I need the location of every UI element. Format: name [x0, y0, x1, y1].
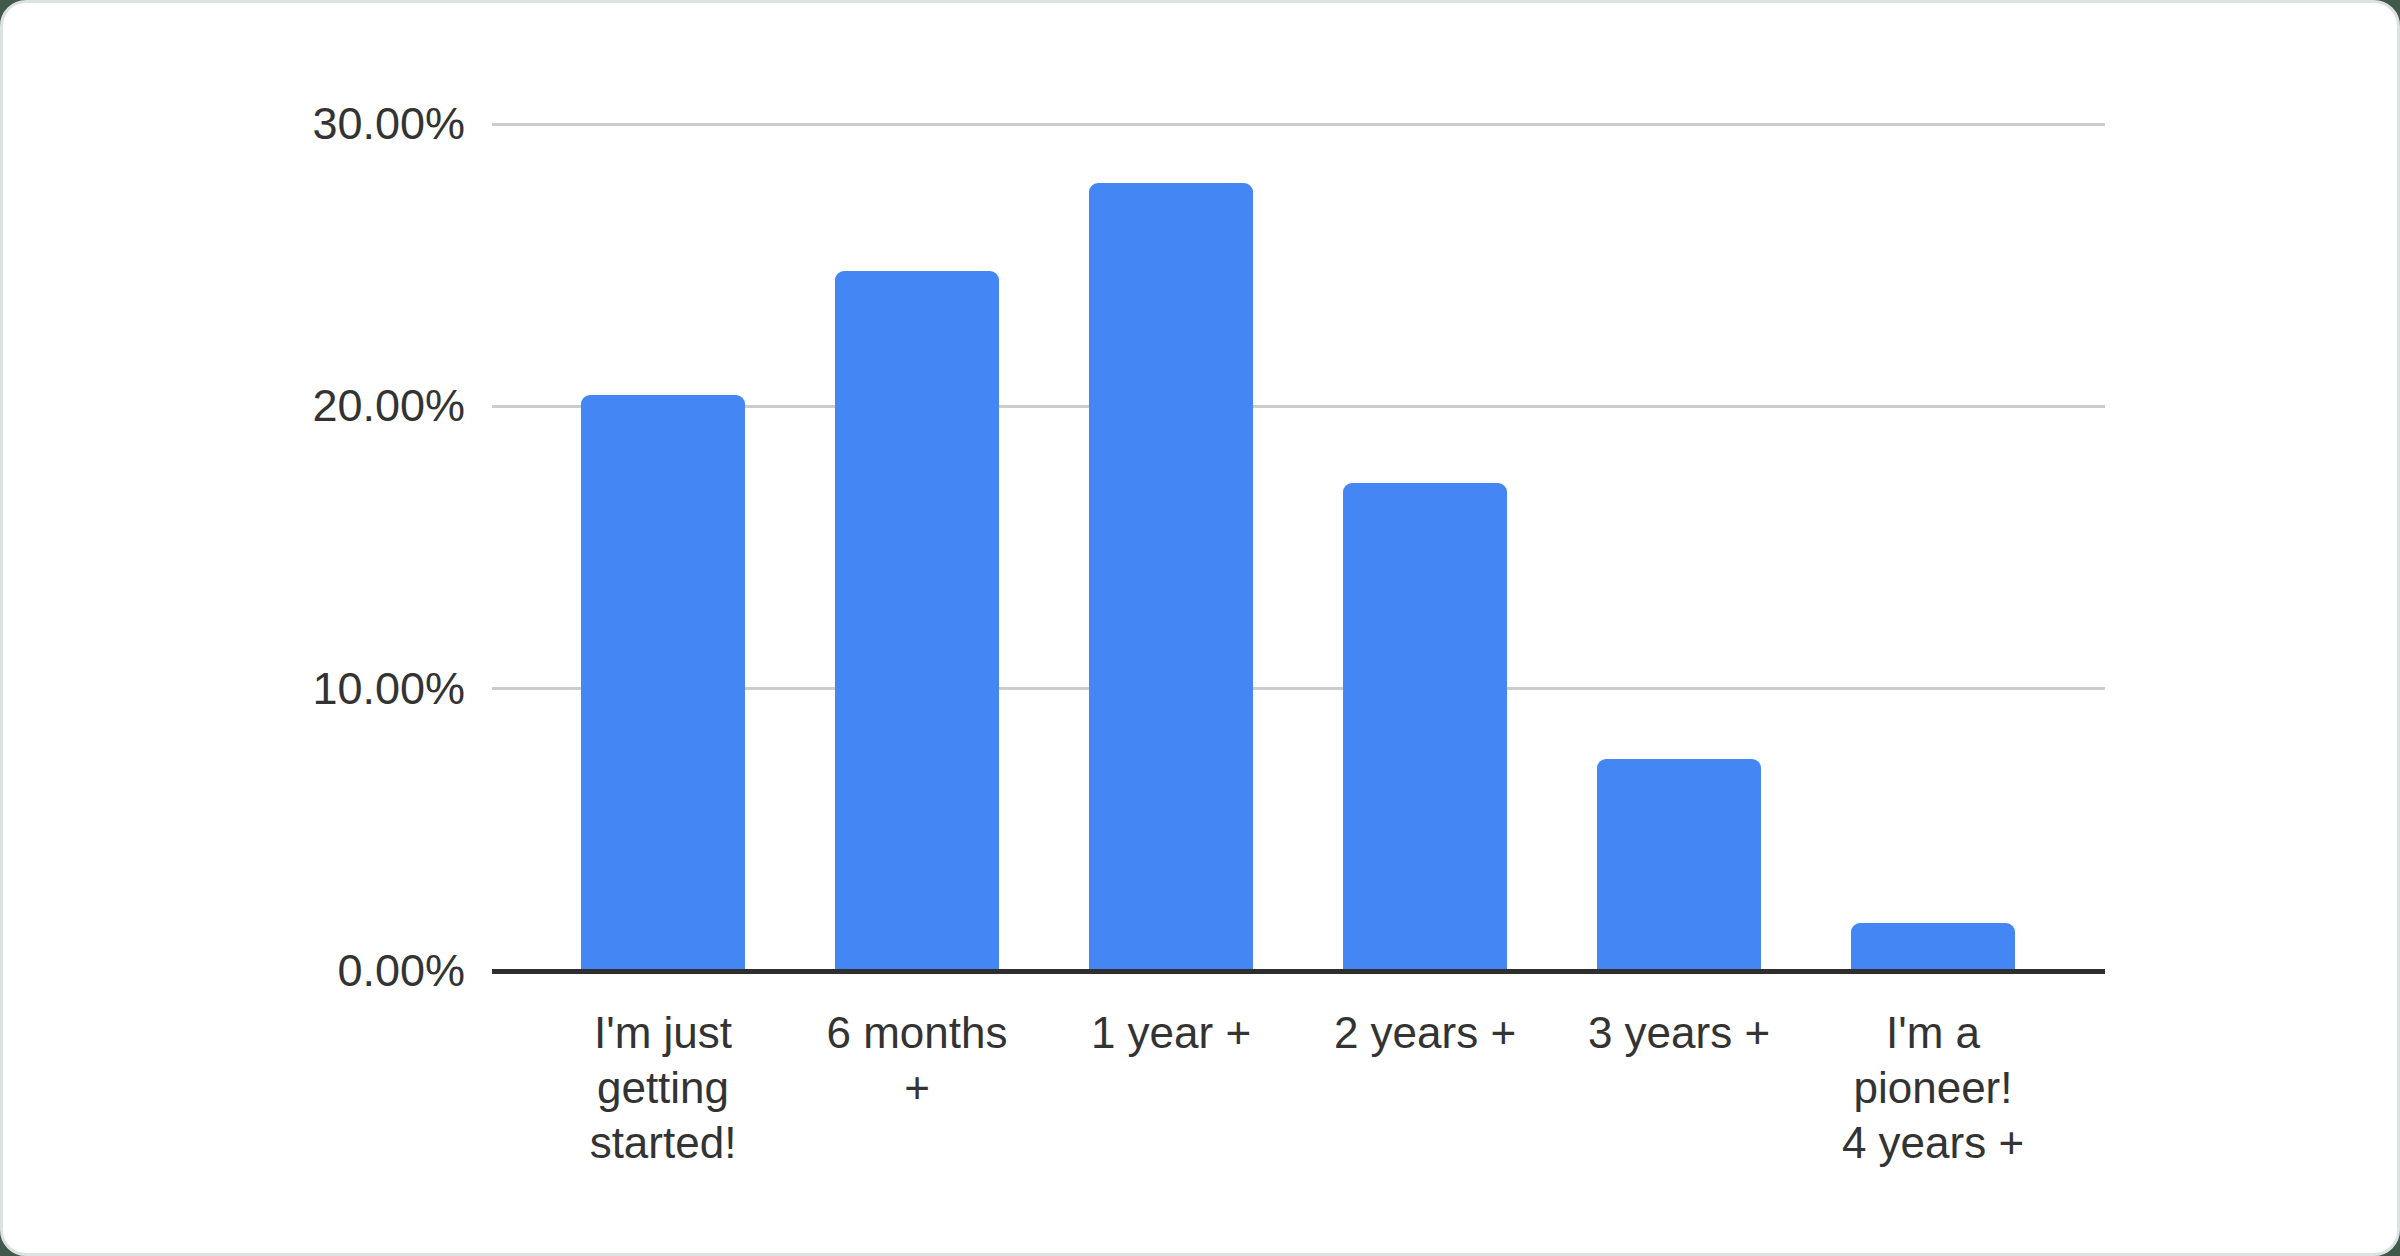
y-axis-tick-label: 10.00% [205, 661, 465, 717]
chart-card: 30.00% 20.00% 10.00% 0.00% I'm just getting … [0, 0, 2400, 1256]
y-axis-tick-label: 30.00% [205, 96, 465, 152]
bar-3[interactable] [1089, 183, 1253, 971]
y-axis-tick-label: 0.00% [205, 943, 465, 999]
x-axis-category-label-5: 3 years + [1588, 1005, 1770, 1060]
x-axis-category-label-3: 1 year + [1091, 1005, 1251, 1060]
bar-4[interactable] [1343, 483, 1507, 971]
bar-5[interactable] [1597, 759, 1761, 971]
x-axis-category-label-1: I'm just getting started! [590, 1005, 737, 1170]
bar-6[interactable] [1851, 923, 2015, 971]
x-axis-category-label-2: 6 months + [827, 1005, 1008, 1115]
bar-1[interactable] [581, 395, 745, 971]
x-axis-line [492, 969, 2105, 974]
y-axis-tick-label: 20.00% [205, 378, 465, 434]
x-axis-category-label-6: I'm a pioneer! 4 years + [1842, 1005, 2024, 1170]
bar-2[interactable] [835, 271, 999, 971]
gridline-30pct [492, 123, 2105, 126]
bar-chart-plot-area: 30.00% 20.00% 10.00% 0.00% I'm just getting … [3, 3, 2397, 1253]
x-axis-category-label-4: 2 years + [1334, 1005, 1516, 1060]
